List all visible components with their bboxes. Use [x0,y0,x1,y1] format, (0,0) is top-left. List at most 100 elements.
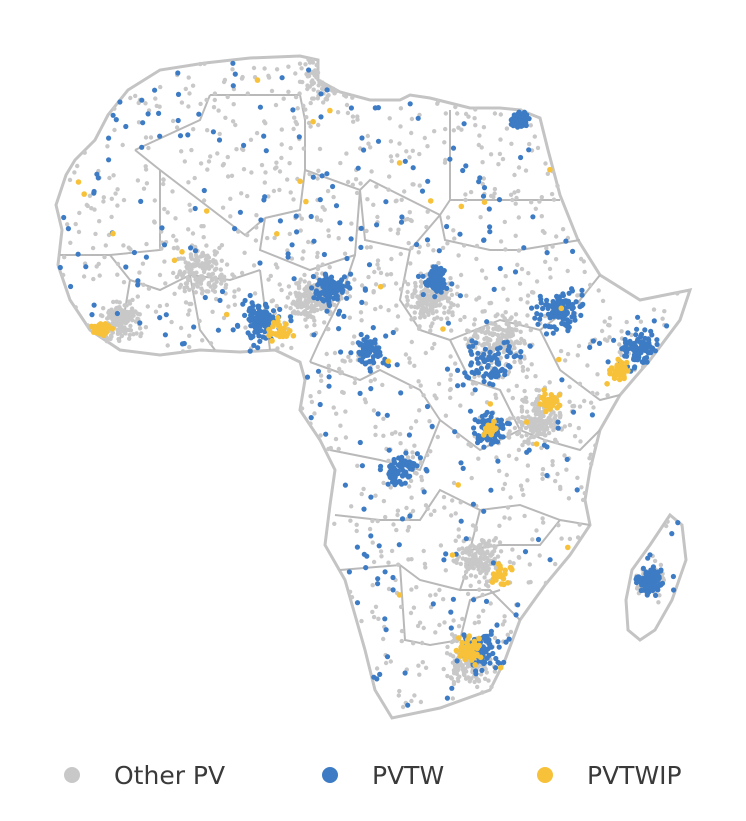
other-pv-point [90,245,96,251]
other-pv-point [508,327,513,332]
other-pv-point [497,540,503,545]
other-pv-point [219,272,224,277]
other-pv-point [442,505,447,510]
other-pv-point [450,310,455,315]
pvtw-point [310,174,316,180]
other-pv-point [143,135,149,140]
other-pv-point [587,456,592,461]
other-pv-point [416,250,421,255]
pvtw-point [482,346,488,352]
pvtw-point [482,412,488,418]
pvtw-point [501,340,507,346]
pvtw-point [436,248,442,254]
other-pv-point [138,333,143,339]
other-pv-point [442,310,447,315]
other-pv-point [339,296,344,301]
other-pv-point [301,146,306,151]
other-pv-point [465,567,471,572]
other-pv-point [109,307,114,312]
other-pv-point [505,505,511,510]
pvtw-point [494,622,500,628]
pvtw-point [321,251,327,258]
pvtwip-point [543,408,549,415]
other-pv-point [417,151,422,157]
pvtw-point [648,348,654,354]
other-pv-point [409,339,414,345]
other-pv-point [308,421,313,426]
other-pv-point [350,182,355,187]
other-pv-point [353,177,359,182]
other-pv-point [192,271,197,276]
legend-item-pvtw: PVTW [322,750,444,800]
pvtw-point [559,377,565,383]
pvtw-point [310,273,316,280]
pvtwip-point [179,249,185,255]
pvtw-point [534,311,540,317]
other-pv-point [388,659,393,664]
other-pv-point [567,536,573,542]
other-pv-point [453,104,458,110]
other-pv-point [505,318,510,324]
other-pv-point [526,580,531,585]
pvtw-point [185,132,191,138]
other-pv-point [115,187,120,192]
other-pv-point [418,699,424,705]
pvtw-point [290,107,296,113]
pvtw-point [215,327,221,333]
pvtw-point [385,481,391,487]
pvtw-point [526,147,532,153]
other-pv-point [205,260,210,265]
pvtw-point [324,171,330,177]
other-pv-point [103,243,109,248]
other-pv-point [629,332,634,338]
other-pv-point [429,289,434,295]
other-pv-point [311,80,317,86]
other-pv-point [480,592,485,598]
other-pv-point [503,274,508,279]
pvtw-point [564,299,570,305]
other-pv-point [251,65,257,71]
other-pv-point [523,168,529,173]
pvtw-point [570,409,577,415]
other-pv-point [445,215,451,220]
pvtw-point [135,282,141,288]
other-pv-point [212,252,218,257]
pvtw-point [341,313,347,319]
other-pv-point [543,161,548,166]
other-pv-point [456,527,461,532]
other-pv-point [518,297,523,302]
pvtwip-point [472,662,479,668]
other-pv-point [497,523,502,528]
other-pv-point [472,545,477,550]
other-pv-point [127,301,133,306]
pvtw-point [285,254,291,260]
other-pv-point [216,108,221,113]
pvtwip-point [542,402,548,409]
pvtwip-point [501,581,507,588]
other-pv-point [409,587,414,592]
other-pv-point [306,120,312,126]
other-pv-point [263,121,268,126]
other-pv-point [492,669,498,674]
other-pv-point [288,190,293,195]
other-pv-point [198,281,204,286]
other-pv-point [371,290,376,295]
other-pv-point [271,188,277,194]
other-pv-point [375,518,380,524]
other-pv-point [372,269,377,275]
pvtw-point [372,105,378,111]
pvtw-point [157,133,163,139]
other-pv-point [470,523,476,528]
other-pv-point [502,219,507,225]
pvtwip-point [497,664,504,671]
other-pv-point [241,147,246,153]
other-pv-point [232,302,238,307]
pvtw-point [291,276,297,282]
pvtwip-point [274,231,280,237]
other-pv-point [477,563,482,569]
other-pv-point [488,300,494,306]
pvtw-point [634,326,640,332]
pvtw-point [175,117,181,124]
other-pv-point [129,306,135,311]
pvtw-point [496,644,502,650]
